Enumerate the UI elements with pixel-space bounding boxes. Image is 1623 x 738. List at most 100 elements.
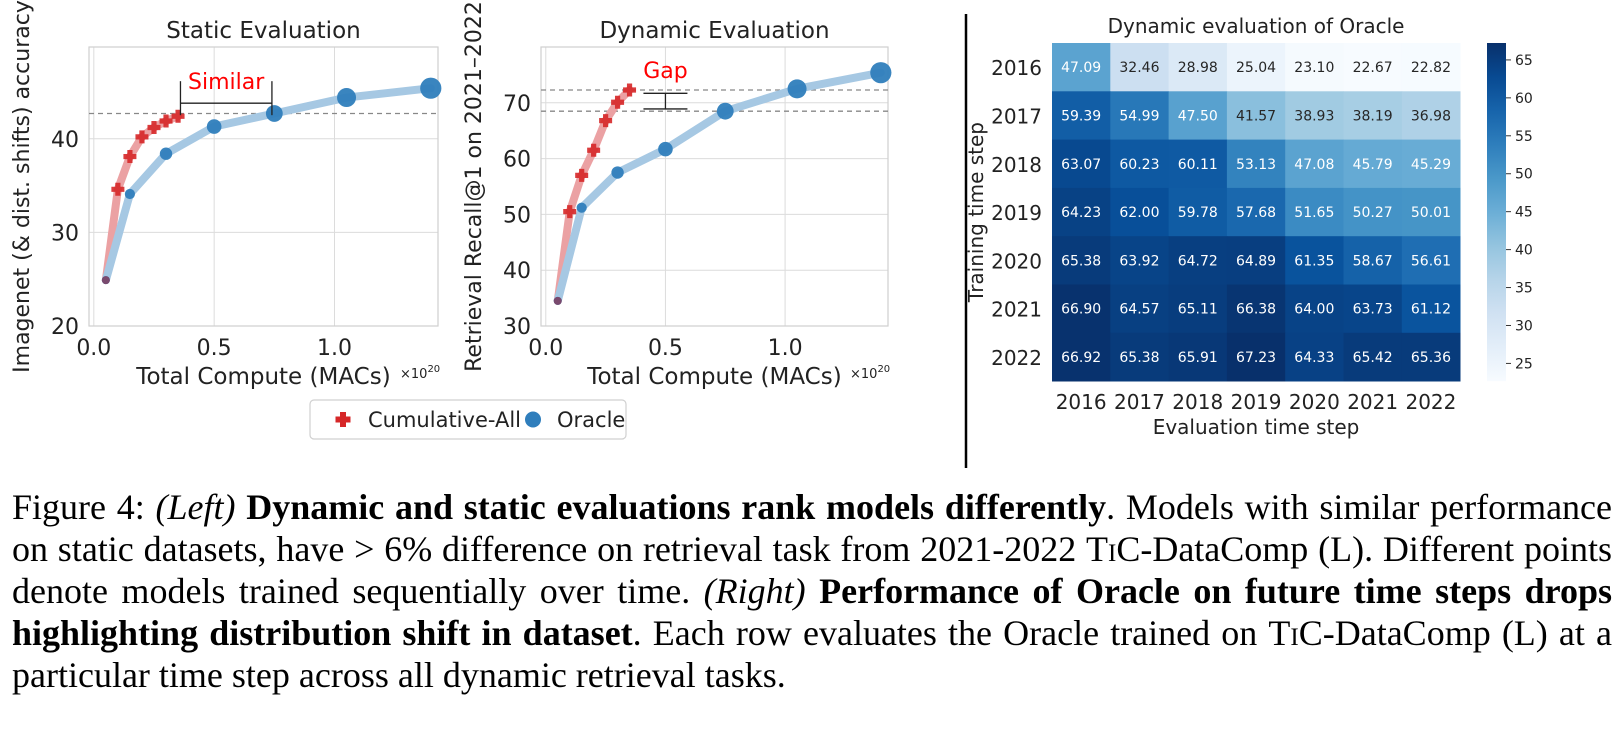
colorbar-tick-label: 50 bbox=[1515, 167, 1533, 183]
cumulative-point bbox=[111, 182, 125, 196]
heatmap-cell bbox=[1226, 187, 1286, 237]
heatmap-cell bbox=[1226, 43, 1286, 92]
colorbar-tick-label: 65 bbox=[1515, 53, 1533, 69]
heatmap-cell-value: 64.00 bbox=[1294, 302, 1334, 318]
x-multiplier-exp: 20 bbox=[877, 364, 890, 375]
plot-frame bbox=[88, 46, 439, 327]
heatmap-cell-value: 62.00 bbox=[1119, 205, 1159, 221]
y-tick-label: 60 bbox=[503, 148, 531, 173]
x-tick-label: 2016 bbox=[1056, 390, 1107, 414]
x-multiplier-exp: 20 bbox=[427, 364, 440, 375]
heatmap-cell-value: 22.82 bbox=[1411, 60, 1451, 76]
caption-right-bold: Performance of Oracle on future time ste… bbox=[12, 571, 1612, 653]
heatmap-cell-value: 57.68 bbox=[1236, 205, 1276, 221]
caption-left-bold: Dynamic and static evaluations rank mode… bbox=[246, 487, 1107, 527]
heatmap-cell bbox=[1226, 91, 1286, 140]
heatmap-cell-value: 64.33 bbox=[1294, 350, 1334, 366]
heatmap-cell-value: 63.92 bbox=[1119, 253, 1159, 269]
heatmap-cell-value: 66.92 bbox=[1061, 350, 1101, 366]
cumulative-point bbox=[575, 168, 589, 182]
cumulative-point bbox=[553, 296, 562, 305]
colorbar-tick-label: 25 bbox=[1515, 356, 1533, 372]
heatmap-cell bbox=[1285, 139, 1344, 189]
chart-title: Static Evaluation bbox=[166, 18, 360, 44]
y-axis-label: Retrieval Recall@1 on 2021–2022 bbox=[462, 1, 487, 372]
x-tick-label: 0.5 bbox=[648, 336, 683, 361]
heatmap-cell bbox=[1343, 91, 1403, 140]
heatmap-cell-value: 67.23 bbox=[1236, 350, 1276, 366]
x-tick-label: 0.0 bbox=[528, 336, 563, 361]
heatmap-cell bbox=[1052, 332, 1111, 382]
y-axis-label: Imagenet (& dist. shifts) accuracy bbox=[10, 0, 35, 373]
heatmap-cell-value: 47.50 bbox=[1178, 108, 1218, 124]
oracle-point bbox=[716, 102, 734, 120]
y-tick-label: 2016 bbox=[991, 56, 1042, 80]
heatmap-cell-value: 64.23 bbox=[1061, 205, 1101, 221]
oracle-point bbox=[420, 77, 442, 99]
x-tick-label: 0.5 bbox=[197, 336, 232, 361]
heatmap-cell bbox=[1168, 187, 1228, 237]
y-tick-label: 2019 bbox=[991, 201, 1042, 225]
heatmap-cell-value: 50.01 bbox=[1411, 205, 1451, 221]
caption-right-text-1: . Each row evaluates the Oracle trained … bbox=[632, 613, 1269, 653]
x-tick-label: 2019 bbox=[1231, 390, 1282, 414]
colorbar-tick-label: 45 bbox=[1515, 205, 1533, 221]
heatmap-cell bbox=[1285, 284, 1344, 334]
heatmap-cell-value: 50.27 bbox=[1353, 205, 1393, 221]
y-tick-label: 2020 bbox=[991, 249, 1042, 273]
heatmap-title: Dynamic evaluation of Oracle bbox=[1108, 14, 1405, 38]
heatmap-cell bbox=[1052, 187, 1111, 237]
heatmap-cell-value: 63.73 bbox=[1353, 302, 1393, 318]
caption-tic-1: TiC bbox=[1086, 529, 1141, 569]
heatmap-cell-value: 28.98 bbox=[1178, 60, 1218, 76]
x-multiplier-base: ×10 bbox=[400, 367, 427, 382]
heatmap-cell-value: 47.09 bbox=[1061, 60, 1101, 76]
annotation-label: Gap bbox=[643, 59, 688, 84]
colorbar-tick-label: 35 bbox=[1515, 281, 1533, 297]
caption-left-text-2: -DataComp (L). Different points denote m… bbox=[12, 529, 1612, 611]
caption-left-text-1: . Models with similar performance on sta… bbox=[12, 487, 1613, 569]
y-tick-label: 30 bbox=[503, 315, 531, 340]
annotation-label: Similar bbox=[188, 70, 265, 95]
x-tick-label: 2018 bbox=[1172, 390, 1223, 414]
cumulative-point bbox=[101, 276, 110, 285]
heatmap-cell bbox=[1110, 284, 1169, 334]
oracle-point bbox=[870, 62, 892, 84]
heatmap-cell-value: 65.42 bbox=[1353, 350, 1393, 366]
oracle-point bbox=[159, 147, 173, 160]
heatmap-cell-value: 53.13 bbox=[1236, 157, 1276, 173]
x-tick-label: 0.0 bbox=[76, 336, 111, 361]
y-tick-label: 2022 bbox=[991, 346, 1042, 370]
heatmap-cell-value: 65.38 bbox=[1061, 253, 1101, 269]
y-tick-label: 30 bbox=[51, 221, 79, 246]
heatmap-cell-value: 65.11 bbox=[1178, 302, 1218, 318]
y-tick-label: 50 bbox=[503, 203, 531, 228]
heatmap-cell-value: 41.57 bbox=[1236, 108, 1276, 124]
legend: Cumulative-All Oracle bbox=[309, 399, 627, 440]
heatmap-cell-value: 54.99 bbox=[1119, 108, 1159, 124]
heatmap-cell-value: 51.65 bbox=[1294, 205, 1334, 221]
cumulative-point bbox=[611, 95, 625, 109]
x-tick-label: 2020 bbox=[1289, 390, 1340, 414]
heatmap-cell bbox=[1226, 332, 1286, 382]
heatmap-cell bbox=[1343, 284, 1403, 334]
heatmap-cell-value: 25.04 bbox=[1236, 60, 1276, 76]
cumulative-point bbox=[123, 150, 137, 164]
colorbar-tick-label: 60 bbox=[1515, 91, 1533, 107]
heatmap-cell-value: 61.12 bbox=[1411, 302, 1451, 318]
colorbar bbox=[1487, 43, 1506, 382]
heatmap-cell bbox=[1401, 139, 1461, 189]
heatmap-cell-value: 59.39 bbox=[1061, 108, 1101, 124]
caption-left-tag: (Left) bbox=[155, 487, 236, 527]
heatmap-cell bbox=[1052, 91, 1111, 140]
x-axis-label: Evaluation time step bbox=[1153, 415, 1360, 439]
dynamic-evaluation-chart: 0.0 0.5 1.0 30 40 50 60 70 Total Compute (MACs) ×… bbox=[462, 1, 892, 390]
figure-caption: Figure 4: (Left) Dynamic and static eval… bbox=[12, 486, 1612, 696]
heatmap-cell bbox=[1401, 284, 1461, 334]
plot-frame bbox=[540, 46, 889, 327]
legend-circle-icon bbox=[525, 411, 541, 428]
heatmap-cell-value: 38.93 bbox=[1294, 108, 1334, 124]
caption-prefix: Figure 4: bbox=[12, 487, 156, 527]
heatmap-cell-value: 47.08 bbox=[1294, 157, 1334, 173]
